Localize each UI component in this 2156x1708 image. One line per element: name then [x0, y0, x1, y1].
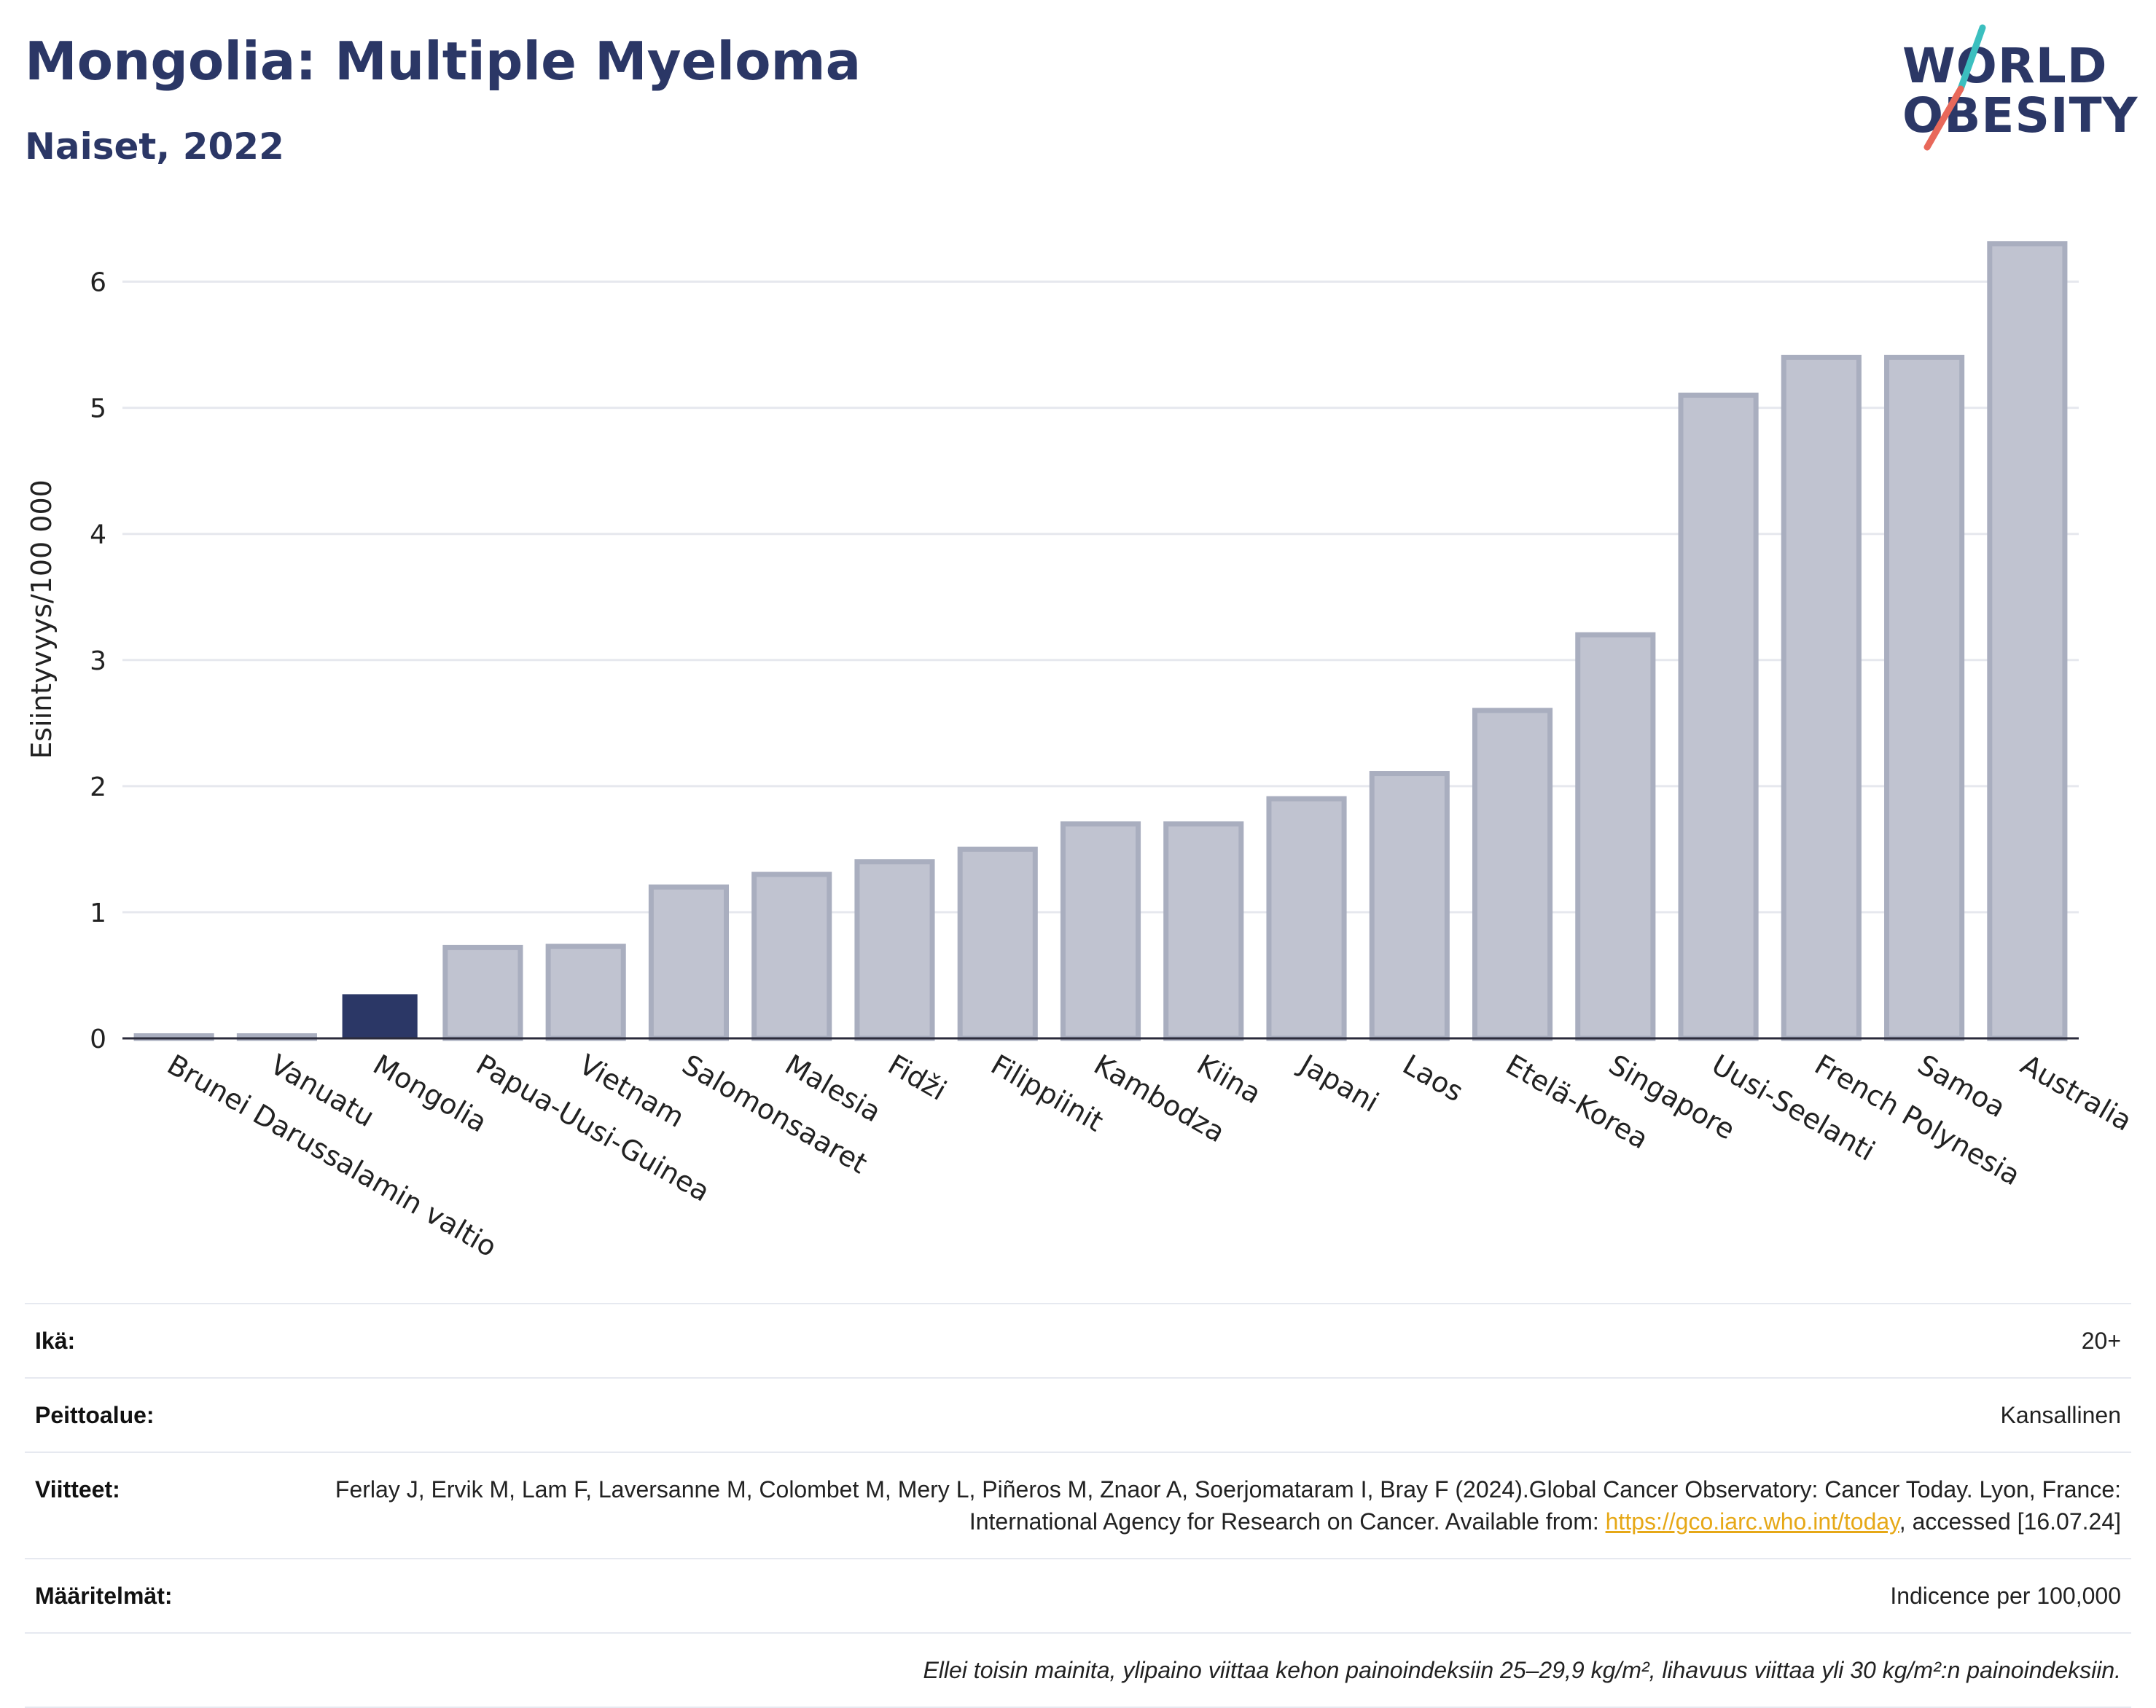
bar-papua-uusi-guinea[interactable]	[442, 944, 523, 1041]
info-row-coverage: Peittoalue: Kansallinen	[25, 1377, 2131, 1452]
page-title: Mongolia: Multiple Myeloma	[25, 31, 862, 92]
bar-australia[interactable]	[1987, 241, 2068, 1041]
bar-uusi-seelanti[interactable]	[1678, 392, 1759, 1041]
bar-fid-i[interactable]	[854, 859, 935, 1041]
y-tick-label: 6	[90, 268, 106, 298]
y-tick-label: 4	[90, 520, 106, 550]
definitions-value: Indicence per 100,000	[1890, 1583, 2121, 1609]
age-label: Ikä:	[35, 1328, 76, 1354]
info-table: Ikä: 20+ Peittoalue: Kansallinen Viittee…	[25, 1303, 2131, 1708]
info-row-definitions: Määritelmät: Indicence per 100,000	[25, 1558, 2131, 1632]
x-tick-label: Kiina	[1192, 1049, 1267, 1110]
bar-kambodza[interactable]	[1060, 821, 1141, 1041]
bar-filippiinit[interactable]	[957, 846, 1038, 1041]
world-obesity-logo: WORLD OBESITY	[1902, 22, 2143, 153]
age-value: 20+	[2081, 1328, 2121, 1354]
bar-french-polynesia[interactable]	[1781, 354, 1862, 1041]
bar-singapore[interactable]	[1575, 632, 1656, 1041]
info-row-note: Ellei toisin mainita, ylipaino viittaa k…	[25, 1632, 2131, 1708]
bar-samoa[interactable]	[1884, 354, 1965, 1041]
x-tick-label: Laos	[1397, 1049, 1469, 1108]
coverage-value: Kansallinen	[2000, 1402, 2121, 1428]
logo-line-1: WORLD	[1902, 38, 2108, 94]
bar-salomonsaaret[interactable]	[648, 884, 730, 1041]
definitions-label: Määritelmät:	[35, 1583, 173, 1609]
bar-japani[interactable]	[1266, 796, 1347, 1041]
x-tick-label: Salomonsaaret	[676, 1049, 872, 1180]
info-row-age: Ikä: 20+	[25, 1303, 2131, 1377]
x-tick-label: Japani	[1293, 1048, 1384, 1119]
y-tick-label: 0	[90, 1025, 106, 1054]
definitions-note: Ellei toisin mainita, ylipaino viittaa k…	[923, 1657, 2121, 1683]
bar-kiina[interactable]	[1163, 821, 1244, 1041]
logo-line-2: OBESITY	[1902, 87, 2139, 144]
y-tick-label: 5	[90, 394, 106, 424]
logo-slash-icon	[1923, 24, 1986, 151]
x-tick-label: Filippiinit	[985, 1049, 1109, 1138]
bars	[133, 241, 2068, 1041]
y-axis-label: Esiintyvyys/100 000	[26, 479, 58, 759]
info-row-references: Viitteet: Ferlay J, Ervik M, Lam F, Lave…	[25, 1452, 2131, 1558]
bar-vietnam[interactable]	[545, 944, 626, 1041]
bar-laos[interactable]	[1369, 771, 1450, 1041]
references-label: Viitteet:	[35, 1476, 120, 1503]
y-tick-label: 2	[90, 772, 106, 802]
references-text: Ferlay J, Ervik M, Lam F, Laversanne M, …	[335, 1476, 2121, 1535]
references-value: Ferlay J, Ervik M, Lam F, Laversanne M, …	[328, 1473, 2121, 1537]
y-tick-label: 3	[90, 646, 106, 676]
bar-etel-korea[interactable]	[1472, 708, 1553, 1041]
page-subtitle: Naiset, 2022	[25, 125, 284, 168]
bar-mongolia[interactable]	[342, 994, 418, 1038]
y-tick-label: 1	[90, 898, 106, 928]
x-tick-label: Fidži	[883, 1049, 952, 1107]
references-accessed: , accessed [16.07.24]	[1899, 1508, 2121, 1535]
coverage-label: Peittoalue:	[35, 1402, 155, 1428]
x-tick-label: Australia	[2015, 1049, 2138, 1137]
bar-malesia[interactable]	[751, 871, 832, 1041]
references-link[interactable]: https://gco.iarc.who.int/today	[1605, 1508, 1899, 1535]
x-tick-label: Mongolia	[368, 1049, 493, 1139]
